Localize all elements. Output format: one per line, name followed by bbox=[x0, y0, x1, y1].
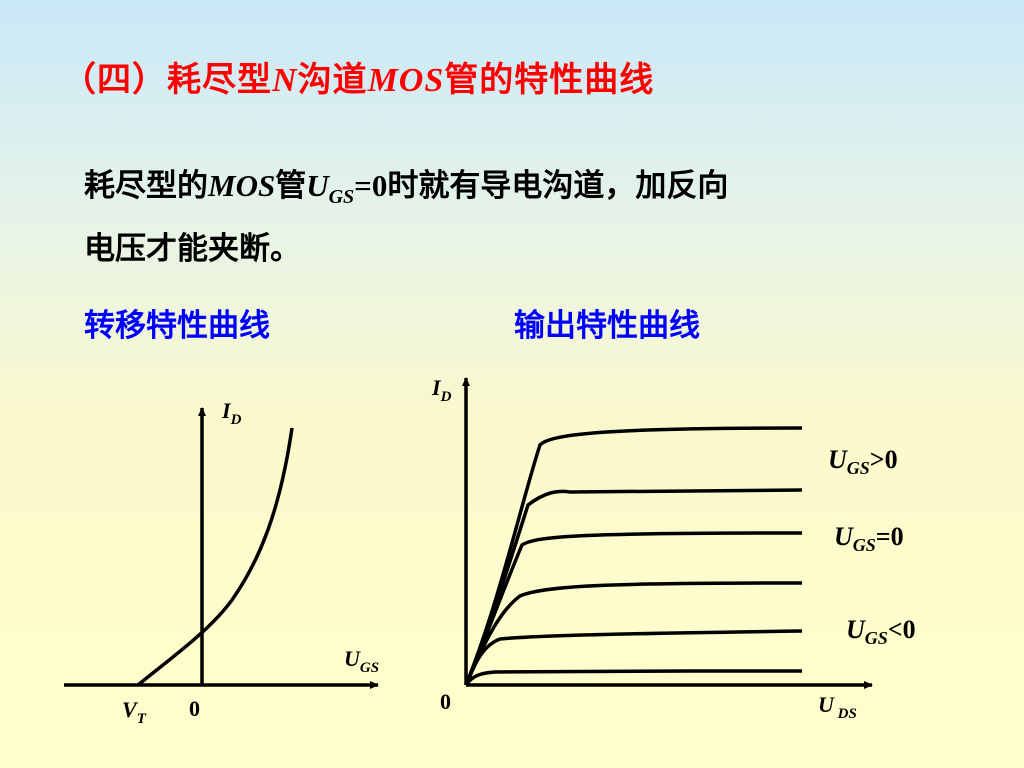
ugs-negative-label: UGS<0 bbox=[846, 615, 916, 648]
output-chart: ID U DS 0 UGS>0 UGS=0 UGS<0 bbox=[431, 375, 916, 722]
threshold-voltage-label: VT bbox=[122, 697, 147, 727]
description-paragraph: 耗尽型的MOS管UGS=0时就有导电沟道，加反向 电压才能夹断。 bbox=[84, 168, 729, 268]
transfer-x-label: UGS bbox=[344, 646, 379, 676]
output-curve bbox=[464, 488, 803, 686]
output-curve bbox=[464, 581, 803, 686]
slide-title: （四）耗尽型N沟道MOS管的特性曲线 bbox=[62, 60, 655, 100]
output-curve bbox=[464, 669, 803, 687]
transfer-origin-label: 0 bbox=[189, 696, 200, 721]
ugs-positive-label: UGS>0 bbox=[828, 445, 898, 478]
output-curve bbox=[464, 531, 803, 686]
output-y-label: ID bbox=[431, 375, 452, 405]
output-curve-heading: 输出特性曲线 bbox=[514, 308, 700, 344]
ugs-zero-label: UGS=0 bbox=[834, 522, 904, 555]
output-x-label: U DS bbox=[818, 692, 857, 722]
output-curve bbox=[464, 629, 803, 686]
output-origin-label: 0 bbox=[440, 689, 451, 714]
transfer-chart: ID UGS VT 0 bbox=[64, 398, 379, 727]
transfer-y-label: ID bbox=[221, 398, 242, 428]
transfer-curve-heading: 转移特性曲线 bbox=[84, 308, 270, 344]
transfer-curve bbox=[136, 427, 294, 687]
